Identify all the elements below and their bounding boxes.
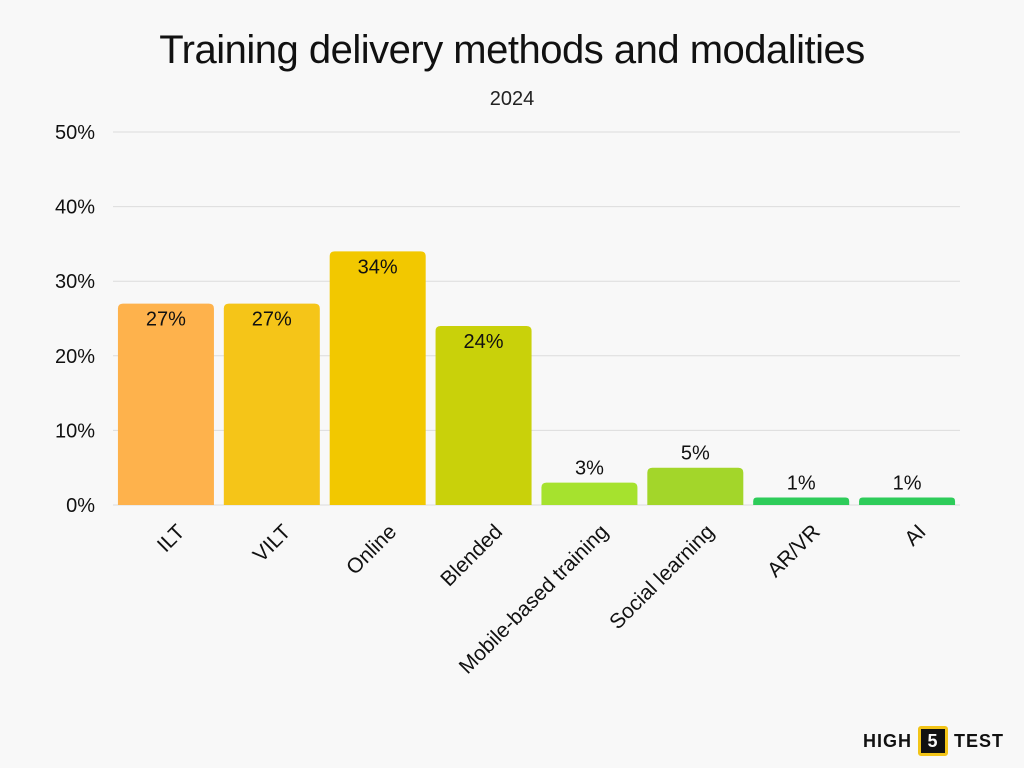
y-tick-label: 10% bbox=[55, 420, 95, 442]
bar-value-label: 24% bbox=[464, 331, 504, 353]
y-tick-label: 30% bbox=[55, 271, 95, 293]
bar-value-label: 27% bbox=[252, 309, 292, 331]
bar-value-label: 1% bbox=[787, 473, 816, 495]
x-tick-label: AR/VR bbox=[763, 520, 825, 582]
bar-value-label: 5% bbox=[681, 443, 710, 465]
x-tick-label: Online bbox=[342, 520, 401, 579]
bar bbox=[647, 467, 744, 505]
x-tick-label: VILT bbox=[249, 520, 296, 567]
bar bbox=[753, 497, 850, 505]
y-tick-label: 40% bbox=[55, 197, 95, 219]
bar-value-label: 34% bbox=[358, 256, 398, 278]
bar bbox=[223, 303, 320, 505]
bar-value-label: 3% bbox=[575, 458, 604, 480]
x-tick-label: Blended bbox=[436, 520, 507, 591]
bar bbox=[329, 251, 426, 505]
chart-subtitle: 2024 bbox=[489, 88, 535, 110]
bar-value-label: 27% bbox=[146, 309, 186, 331]
bar bbox=[435, 325, 532, 505]
bar-value-label: 1% bbox=[893, 473, 922, 495]
high5test-logo: HIGH 5 TEST bbox=[863, 726, 1004, 756]
x-tick-label: ILT bbox=[153, 520, 190, 557]
chart-title: Training delivery methods and modalities bbox=[159, 28, 865, 72]
y-tick-label: 50% bbox=[55, 122, 95, 144]
logo-text-test: TEST bbox=[953, 730, 1004, 751]
bar bbox=[859, 497, 956, 505]
logo-five-box: 5 bbox=[917, 726, 948, 756]
bar bbox=[541, 482, 638, 505]
bar bbox=[117, 303, 214, 505]
x-tick-label: Social learning bbox=[605, 520, 719, 634]
x-tick-label: AI bbox=[900, 520, 930, 550]
y-tick-label: 0% bbox=[66, 495, 95, 517]
logo-text-high: HIGH bbox=[862, 730, 912, 751]
y-tick-label: 20% bbox=[55, 346, 95, 368]
